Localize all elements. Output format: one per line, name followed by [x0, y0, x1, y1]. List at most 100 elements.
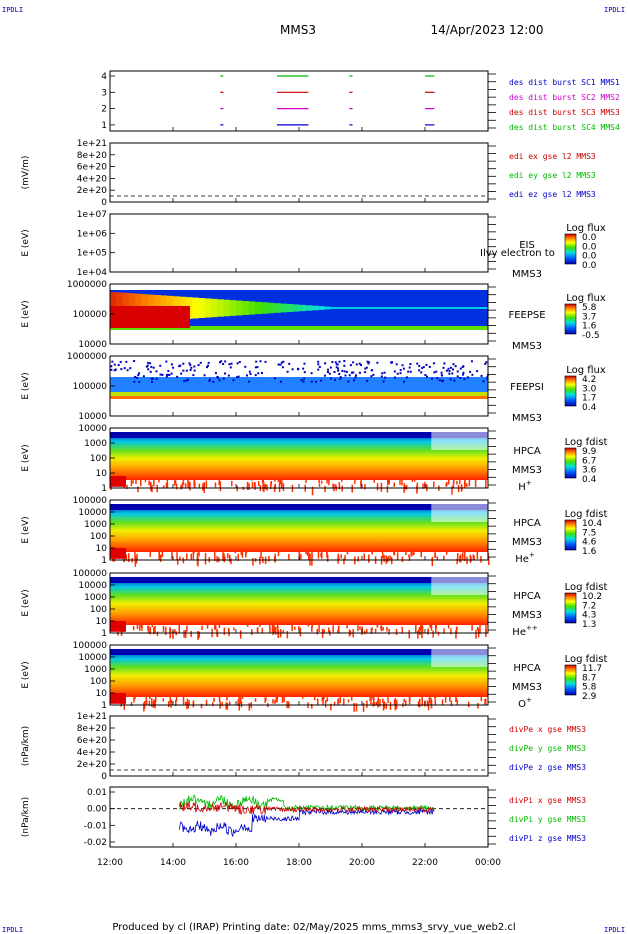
- legend-entry: des dist burst SC3 MMS3: [509, 108, 620, 117]
- spectrum-speck: [401, 479, 403, 486]
- spectrum-speck: [249, 372, 252, 375]
- spectrum-speck: [162, 698, 165, 702]
- legend-entry: divPe z gse MMS3: [509, 763, 586, 772]
- spectrum-speck: [265, 697, 267, 701]
- spectrum-speck: [149, 553, 151, 557]
- spectrum-speck: [246, 623, 249, 627]
- spectrum-speck: [113, 363, 116, 366]
- spectrum-speck: [174, 700, 177, 707]
- spectrum-speck: [298, 551, 301, 560]
- spectrum-band-blue: [110, 377, 488, 392]
- panel-10: 1e+21 8e+20 6e+20 4e+20 2e+20 0 (nPa/km) divPe …: [21, 712, 586, 782]
- colorbar-tick-label: 0.0: [582, 242, 597, 252]
- spectrum-speck: [443, 362, 446, 365]
- spectrum-cell: [210, 298, 218, 318]
- spectrum-speck: [437, 631, 440, 636]
- spectrum-speck: [323, 695, 325, 700]
- spectrum-speck: [308, 553, 310, 560]
- spectrum-cell: [399, 307, 407, 309]
- spectrum-speck: [435, 624, 437, 633]
- spectrum-speck: [382, 627, 384, 631]
- spectrum-speck: [389, 701, 392, 710]
- spectrum-speck: [449, 695, 451, 702]
- spectrum-speck: [223, 553, 225, 558]
- spectrum-speck: [355, 703, 358, 712]
- footer-text: Produced by cl (IRAP) Printing date: 02/…: [112, 922, 515, 933]
- spectrum-speck: [417, 630, 419, 639]
- spectrum-speck: [322, 696, 324, 705]
- spectrum-speck: [431, 557, 434, 567]
- spectrum-speck: [236, 376, 239, 379]
- spectrum-speck: [227, 374, 230, 377]
- colorbar-title: Log flux: [566, 365, 606, 376]
- spectrum-cell: [191, 297, 199, 319]
- spectrum-speck: [274, 483, 277, 490]
- spacecraft-label: MMS3: [512, 537, 542, 548]
- colorbar-tick-label: 10.2: [582, 592, 602, 602]
- spectrum-speck: [279, 380, 282, 383]
- spectrum-speck: [341, 477, 343, 482]
- spectrum-speck: [411, 478, 414, 482]
- y-axis-label: E (eV): [21, 444, 31, 471]
- spectrum-speck: [340, 554, 342, 559]
- instrument-label: FEEPSE: [508, 310, 545, 321]
- spectrum-speck: [344, 555, 346, 561]
- spectrum-cell: [362, 307, 369, 309]
- spectrum-speck: [277, 478, 280, 483]
- spectrum-speck: [449, 378, 452, 381]
- spectrum-speck: [134, 550, 136, 559]
- spectrum-speck: [309, 556, 311, 566]
- spectrum-speck: [180, 372, 183, 375]
- y-tick-label: 10: [96, 469, 108, 479]
- spectrum-speck: [184, 483, 187, 488]
- corner-label-bottom-right: IPDLI: [604, 926, 626, 934]
- spectrum-speck: [430, 624, 433, 631]
- spectrum-speck: [173, 480, 176, 486]
- spectrum-speck: [347, 380, 350, 383]
- spectrum-speck: [373, 702, 376, 706]
- spectrum-speck: [454, 365, 457, 368]
- spectrum-hot-region: [110, 693, 126, 704]
- spectrum-speck: [375, 701, 378, 706]
- spectrum-speck: [434, 695, 436, 699]
- spectrum-speck: [193, 479, 196, 488]
- spectrum-late-gap: [431, 504, 488, 522]
- spectrum-speck: [241, 695, 244, 699]
- colorbar-tick-label: -0.5: [582, 331, 600, 341]
- spectrum-speck: [176, 558, 179, 565]
- spectrum-late-gap: [431, 649, 488, 667]
- spectrum-speck: [212, 380, 215, 383]
- spectrum-speck: [326, 477, 328, 484]
- spectrum-speck: [366, 379, 369, 382]
- spectrum-speck: [181, 482, 184, 489]
- spectrum-speck: [184, 630, 187, 639]
- spectrum-cell: [198, 298, 205, 318]
- spectrum-speck: [264, 360, 267, 363]
- spectrum-speck: [228, 701, 231, 706]
- spectrum-speck: [380, 482, 383, 491]
- spectrum-speck: [431, 377, 434, 380]
- y-tick-label: 10: [96, 617, 108, 627]
- spectrum-speck: [190, 366, 193, 369]
- spectrum-speck: [317, 363, 320, 366]
- spectrum-speck: [189, 368, 192, 371]
- spectrum-speck: [453, 379, 456, 382]
- spectrum-speck: [444, 695, 447, 703]
- spectrum-speck: [339, 376, 342, 379]
- spectrum-speck: [472, 554, 475, 560]
- spectrum-speck: [201, 625, 203, 631]
- spectrum-speck: [452, 368, 455, 371]
- spectrum-speck: [280, 629, 282, 636]
- spectrum-speck: [260, 550, 262, 559]
- y-axis-label: E (eV): [21, 516, 31, 543]
- colorbar-tick-label: 1.6: [582, 322, 597, 332]
- spectrum-cell: [273, 303, 281, 313]
- spectrum-speck: [311, 486, 314, 496]
- spectrum-speck: [151, 623, 154, 627]
- spectrum-speck: [151, 484, 153, 493]
- spectrum-speck: [240, 549, 243, 556]
- panel-frame: [109, 142, 489, 203]
- spectrum-speck: [421, 699, 424, 707]
- colorbar-tick-label: 4.6: [582, 538, 597, 548]
- spectrum-speck: [259, 360, 262, 363]
